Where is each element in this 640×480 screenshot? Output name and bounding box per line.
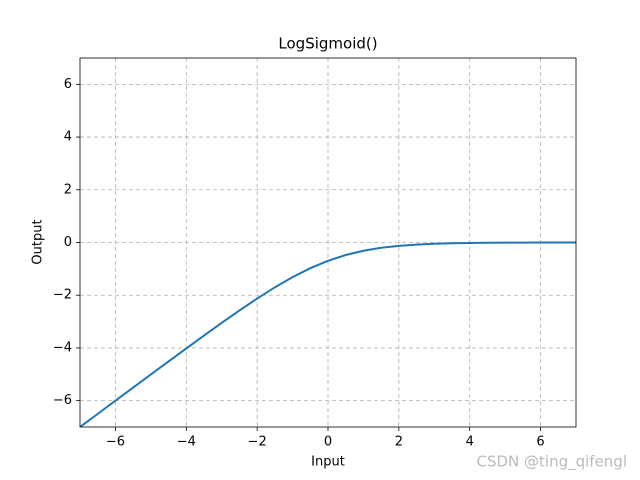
y-axis-label: Output	[31, 219, 46, 264]
chart-title: LogSigmoid()	[278, 35, 377, 53]
x-tick-label: −2	[248, 435, 267, 450]
x-tick-label: 2	[395, 435, 403, 450]
x-axis-label: Input	[311, 455, 345, 470]
y-tick-label: 6	[64, 77, 72, 92]
x-tick-label: −4	[177, 435, 196, 450]
x-tick-label: 0	[324, 435, 332, 450]
y-tick-label: −4	[53, 340, 72, 355]
plot-frame	[79, 57, 577, 428]
x-tick-label: 4	[466, 435, 474, 450]
data-line	[80, 241, 576, 427]
x-tick-label: 6	[536, 435, 544, 450]
y-tick-label: −2	[53, 288, 72, 303]
y-tick-label: −6	[53, 393, 72, 408]
watermark: CSDN @ting_qifengl	[476, 453, 627, 472]
x-tick-label: −6	[106, 435, 125, 450]
y-tick-label: 0	[64, 235, 72, 250]
y-tick-label: 4	[64, 130, 72, 145]
y-tick-label: 2	[64, 182, 72, 197]
